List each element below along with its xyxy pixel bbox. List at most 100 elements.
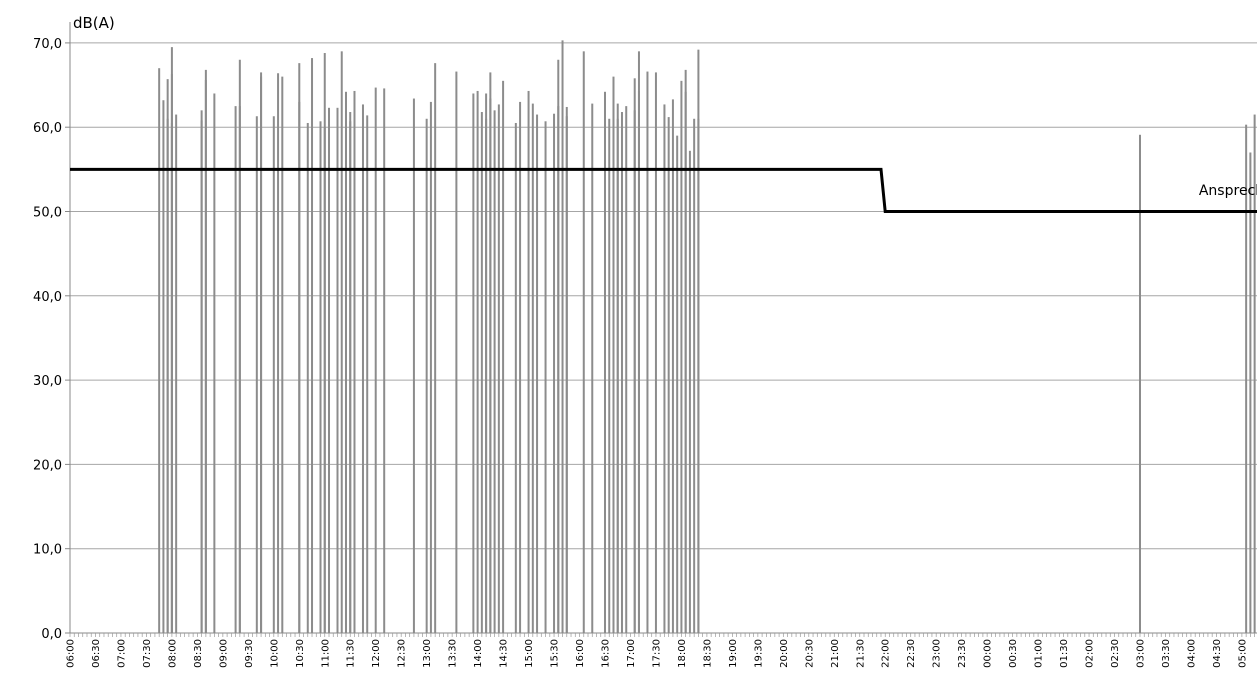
- y-tick-label: 50,0: [33, 206, 62, 221]
- x-tick-label: 04:30: [1212, 639, 1223, 668]
- y-tick-label: 70,0: [33, 37, 62, 52]
- x-tick-label: 07:30: [142, 639, 153, 668]
- bar: [298, 101, 301, 633]
- bar: [654, 72, 657, 633]
- x-tick-label: 07:00: [116, 639, 127, 668]
- bar: [608, 118, 611, 633]
- bar: [684, 91, 687, 633]
- bar: [531, 103, 534, 633]
- x-tick-label: 06:00: [66, 639, 77, 668]
- x-tick-label: 18:30: [702, 639, 713, 668]
- bar: [349, 112, 352, 633]
- bar: [565, 106, 568, 633]
- bar: [667, 117, 670, 634]
- x-tick-label: 17:30: [651, 639, 662, 668]
- x-tick-label: 02:30: [1110, 639, 1121, 668]
- bar: [323, 127, 326, 633]
- bar: [429, 101, 432, 633]
- bar: [557, 59, 560, 633]
- x-tick-label: 19:00: [728, 639, 739, 668]
- bar: [455, 71, 458, 633]
- x-tick-label: 22:30: [906, 639, 917, 668]
- bar: [425, 118, 428, 633]
- x-tick-label: 12:00: [371, 639, 382, 668]
- y-tick-label: 40,0: [33, 290, 62, 305]
- y-axis-label: dB(A): [73, 14, 115, 32]
- x-tick-label: 10:00: [269, 639, 280, 668]
- bar: [697, 118, 700, 633]
- bar: [519, 101, 522, 633]
- bar: [603, 91, 606, 633]
- bar: [336, 107, 339, 634]
- bar: [536, 114, 539, 634]
- x-tick-label: 10:30: [295, 639, 306, 668]
- bar: [328, 107, 331, 634]
- bar: [514, 122, 517, 634]
- bar: [620, 112, 623, 633]
- bar: [204, 79, 207, 633]
- bar: [637, 51, 640, 633]
- bar: [260, 76, 263, 634]
- bar: [175, 114, 178, 634]
- bar: [646, 71, 649, 633]
- x-tick-label: 02:00: [1085, 639, 1096, 668]
- bar: [319, 121, 322, 633]
- x-tick-label: 09:30: [244, 639, 255, 668]
- bar: [633, 78, 636, 633]
- x-tick-label: 01:00: [1034, 639, 1045, 668]
- x-tick-label: 14:00: [473, 639, 484, 668]
- bar: [680, 80, 683, 633]
- x-tick-label: 23:30: [957, 639, 968, 668]
- x-tick-label: 19:30: [753, 639, 764, 668]
- y-tick-label: 20,0: [33, 458, 62, 473]
- x-tick-label: 04:00: [1186, 639, 1197, 668]
- bar: [480, 112, 483, 633]
- bar: [527, 90, 530, 634]
- bar: [340, 51, 343, 633]
- bar: [383, 88, 386, 633]
- x-tick-label: 16:00: [575, 639, 586, 668]
- x-tick-label: 09:00: [218, 639, 229, 668]
- bar: [277, 73, 280, 634]
- x-tick-label: 00:00: [983, 639, 994, 668]
- bar: [1253, 114, 1256, 634]
- bar: [255, 116, 258, 634]
- bar: [497, 104, 500, 633]
- x-tick-label: 23:00: [932, 639, 943, 668]
- x-tick-label: 15:30: [550, 639, 561, 668]
- x-tick-label: 03:30: [1161, 639, 1172, 668]
- bar: [272, 116, 275, 634]
- x-tick-label: 13:30: [448, 639, 459, 668]
- bar: [200, 110, 203, 634]
- bar: [306, 122, 309, 634]
- y-tick-label: 30,0: [33, 374, 62, 389]
- bar: [238, 106, 241, 633]
- bar: [1138, 134, 1141, 634]
- bar: [544, 121, 547, 633]
- bar: [489, 98, 492, 633]
- bar: [688, 150, 691, 633]
- x-tick-label: 18:00: [677, 639, 688, 668]
- bar: [170, 74, 173, 633]
- bar: [311, 58, 314, 634]
- x-tick-label: 11:30: [346, 639, 357, 668]
- bar: [476, 90, 479, 634]
- x-tick-label: 21:00: [830, 639, 841, 668]
- bar: [213, 93, 216, 634]
- bar: [502, 80, 505, 633]
- x-tick-label: 01:30: [1059, 639, 1070, 668]
- x-tick-label: 05:00: [1237, 639, 1248, 668]
- bar: [625, 106, 628, 633]
- bar: [671, 99, 674, 634]
- bar: [281, 76, 284, 634]
- x-tick-label: 08:00: [167, 639, 178, 668]
- y-ticks: 0,0 10,0 20,0 30,0 40,0 50,0 60,0 70,0: [33, 37, 70, 642]
- y-tick-label: 10,0: [33, 543, 62, 558]
- x-tick-label: 20:30: [804, 639, 815, 668]
- bar: [616, 103, 619, 633]
- bar: [234, 106, 237, 633]
- x-tick-label: 20:00: [779, 639, 790, 668]
- bar: [1249, 152, 1252, 634]
- x-tick-label: 12:30: [397, 639, 408, 668]
